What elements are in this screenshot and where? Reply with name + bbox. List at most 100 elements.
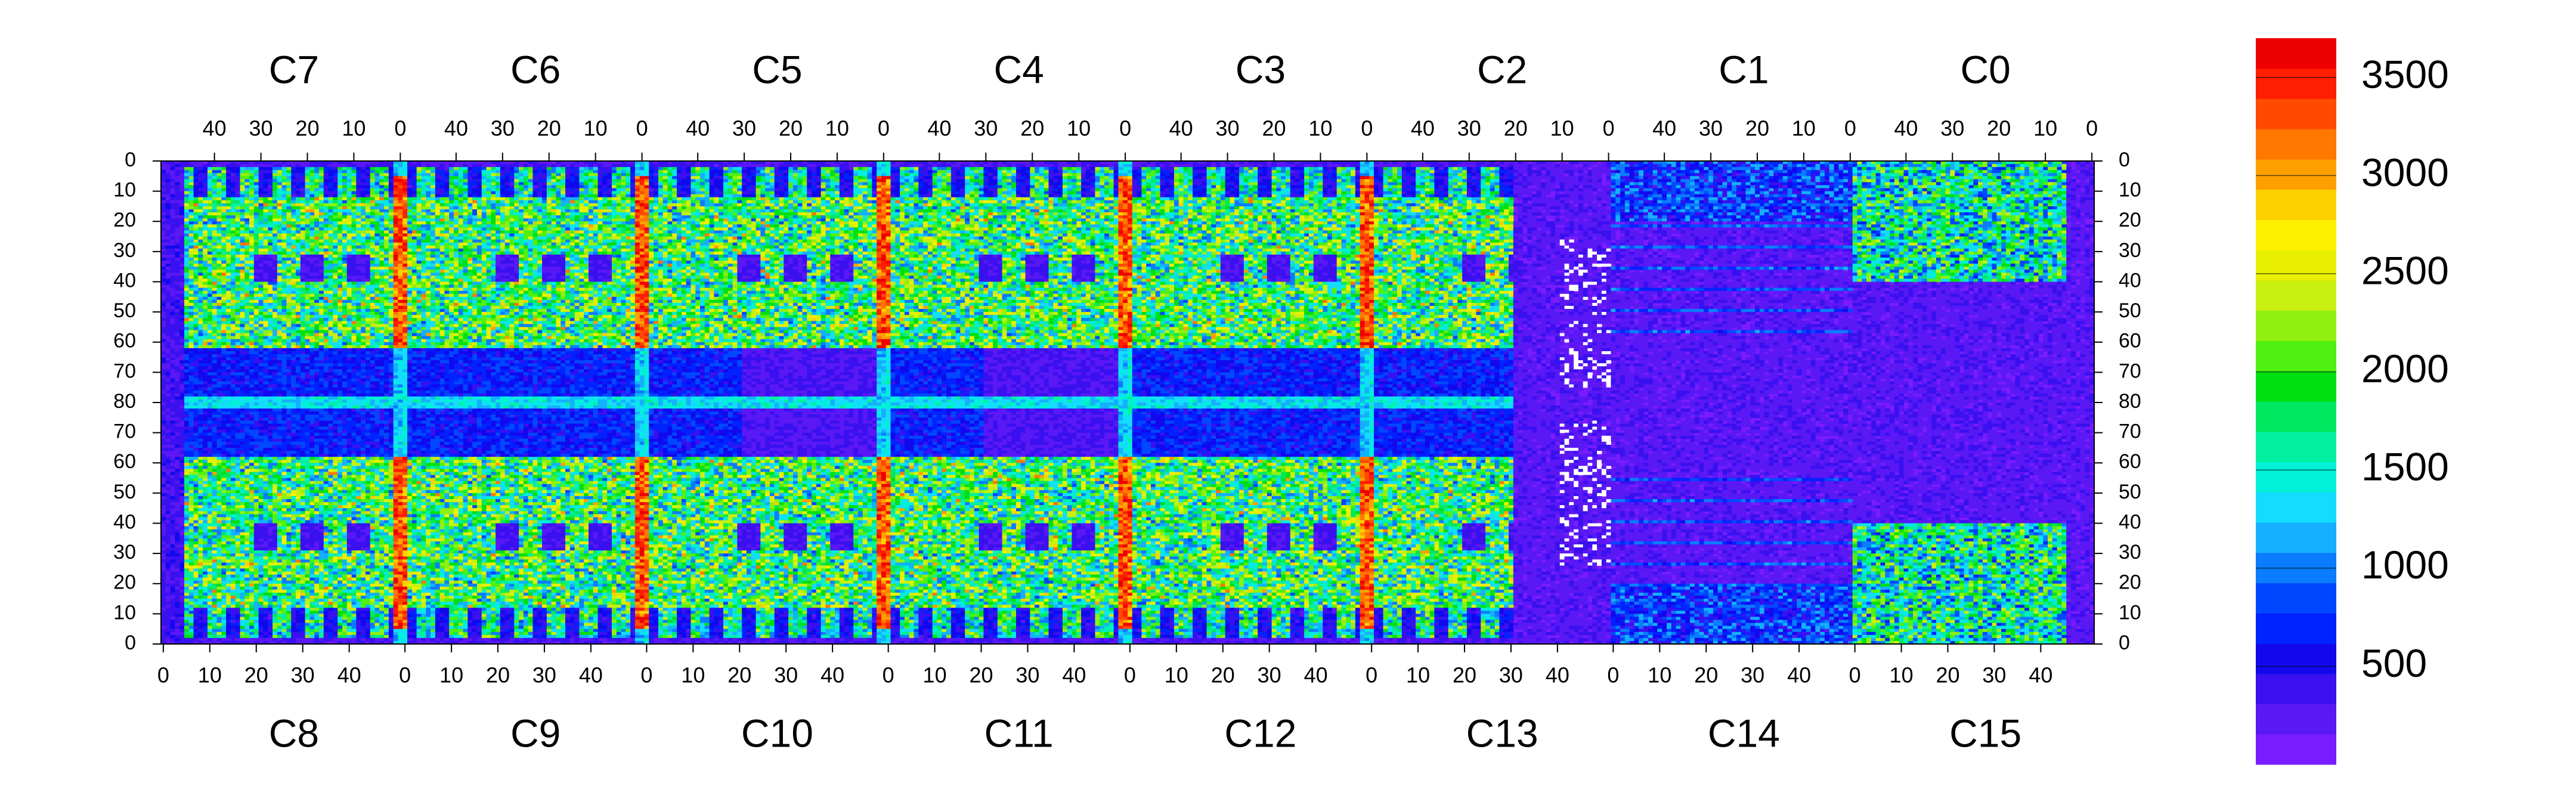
heatmap-cell [184,475,189,479]
heatmap-cell [166,402,171,406]
heatmap-cell [161,493,166,497]
heatmap-cell [184,408,189,412]
heatmap-cell [231,562,236,566]
heatmap-cell [217,417,222,421]
heatmap-cell [208,391,212,394]
heatmap-cell [194,285,199,289]
heatmap-cell [175,484,179,488]
heatmap-cell [203,246,208,249]
heatmap-cell [203,297,208,301]
heatmap-cell [226,481,231,485]
heatmap-cell [208,608,212,611]
heatmap-cell [189,442,194,445]
heatmap-cell [236,360,240,364]
heatmap-cell [179,556,184,560]
heatmap-cell [226,478,231,482]
heatmap-cell [198,297,203,301]
heatmap-cell [221,339,226,343]
heatmap-cell [171,414,175,418]
heatmap-cell [212,394,217,397]
heatmap-cell [184,596,189,599]
heatmap-cell [221,294,226,298]
heatmap-cell [175,520,179,524]
heatmap-cell [217,578,222,581]
heatmap-cell [194,402,199,406]
heatmap-cell [171,517,175,521]
heatmap-cell [226,414,231,418]
heatmap-cell [194,261,199,264]
heatmap-cell [221,568,226,572]
heatmap-cell [208,635,212,639]
heatmap-cell [198,638,203,642]
heatmap-cell [221,505,226,509]
heatmap-cell [203,194,208,198]
heatmap-cell [203,626,208,630]
heatmap-cell [184,324,189,327]
heatmap-cell [212,321,217,324]
heatmap-cell [175,445,179,448]
heatmap-cell [221,587,226,590]
heatmap-cell [198,617,203,620]
heatmap-cell [221,538,226,542]
heatmap-cell [231,218,236,222]
heatmap-cell [175,285,179,289]
heatmap-cell [203,562,208,566]
heatmap-cell [171,360,175,364]
heatmap-cell [189,366,194,370]
heatmap-cell [203,206,208,210]
heatmap-cell [231,203,236,207]
heatmap-cell [221,330,226,334]
heatmap-cell [226,303,231,306]
heatmap-cell [236,375,240,379]
heatmap-cell [189,568,194,572]
heatmap-cell [161,306,166,309]
heatmap-cell [161,321,166,324]
heatmap-cell [217,363,222,367]
heatmap-cell [231,623,236,627]
heatmap-cell [189,493,194,497]
heatmap-cell [179,375,184,379]
heatmap-cell [194,191,199,195]
heatmap-cell [208,300,212,304]
heatmap-cell [184,179,189,182]
heatmap-cell [194,394,199,397]
heatmap-cell [221,385,226,388]
heatmap-cell [212,212,217,216]
heatmap-cell [198,632,203,636]
heatmap-cell [208,388,212,391]
heatmap-cell [231,252,236,255]
heatmap-cell [194,315,199,318]
heatmap-cell [166,333,171,337]
heatmap-cell [198,348,203,352]
heatmap-cell [171,505,175,509]
heatmap-cell [194,297,199,301]
heatmap-cell [236,400,240,403]
heatmap-cell [189,394,194,397]
heatmap-cell [171,457,175,460]
heatmap-cell [231,593,236,596]
heatmap-cell [217,484,222,488]
heatmap-cell [212,230,217,234]
heatmap-cell [226,514,231,518]
heatmap-cell [212,484,217,488]
heatmap-cell [208,439,212,442]
heatmap-cell [198,565,203,569]
heatmap-cell [226,354,231,358]
heatmap-cell [221,333,226,337]
heatmap-cell [226,275,231,279]
heatmap-cell [221,270,226,273]
heatmap-cell [184,520,189,524]
heatmap-cell [221,240,226,243]
heatmap-cell [231,394,236,397]
heatmap-cell [171,206,175,210]
heatmap-cell [161,405,166,409]
heatmap-cell [198,427,203,431]
heatmap-cell [221,635,226,639]
heatmap-cell [189,605,194,608]
heatmap-cell [184,402,189,406]
heatmap-cell [231,278,236,282]
heatmap-cell [203,454,208,457]
heatmap-cell [161,400,166,403]
heatmap-cell [171,632,175,636]
heatmap-cell [231,602,236,605]
